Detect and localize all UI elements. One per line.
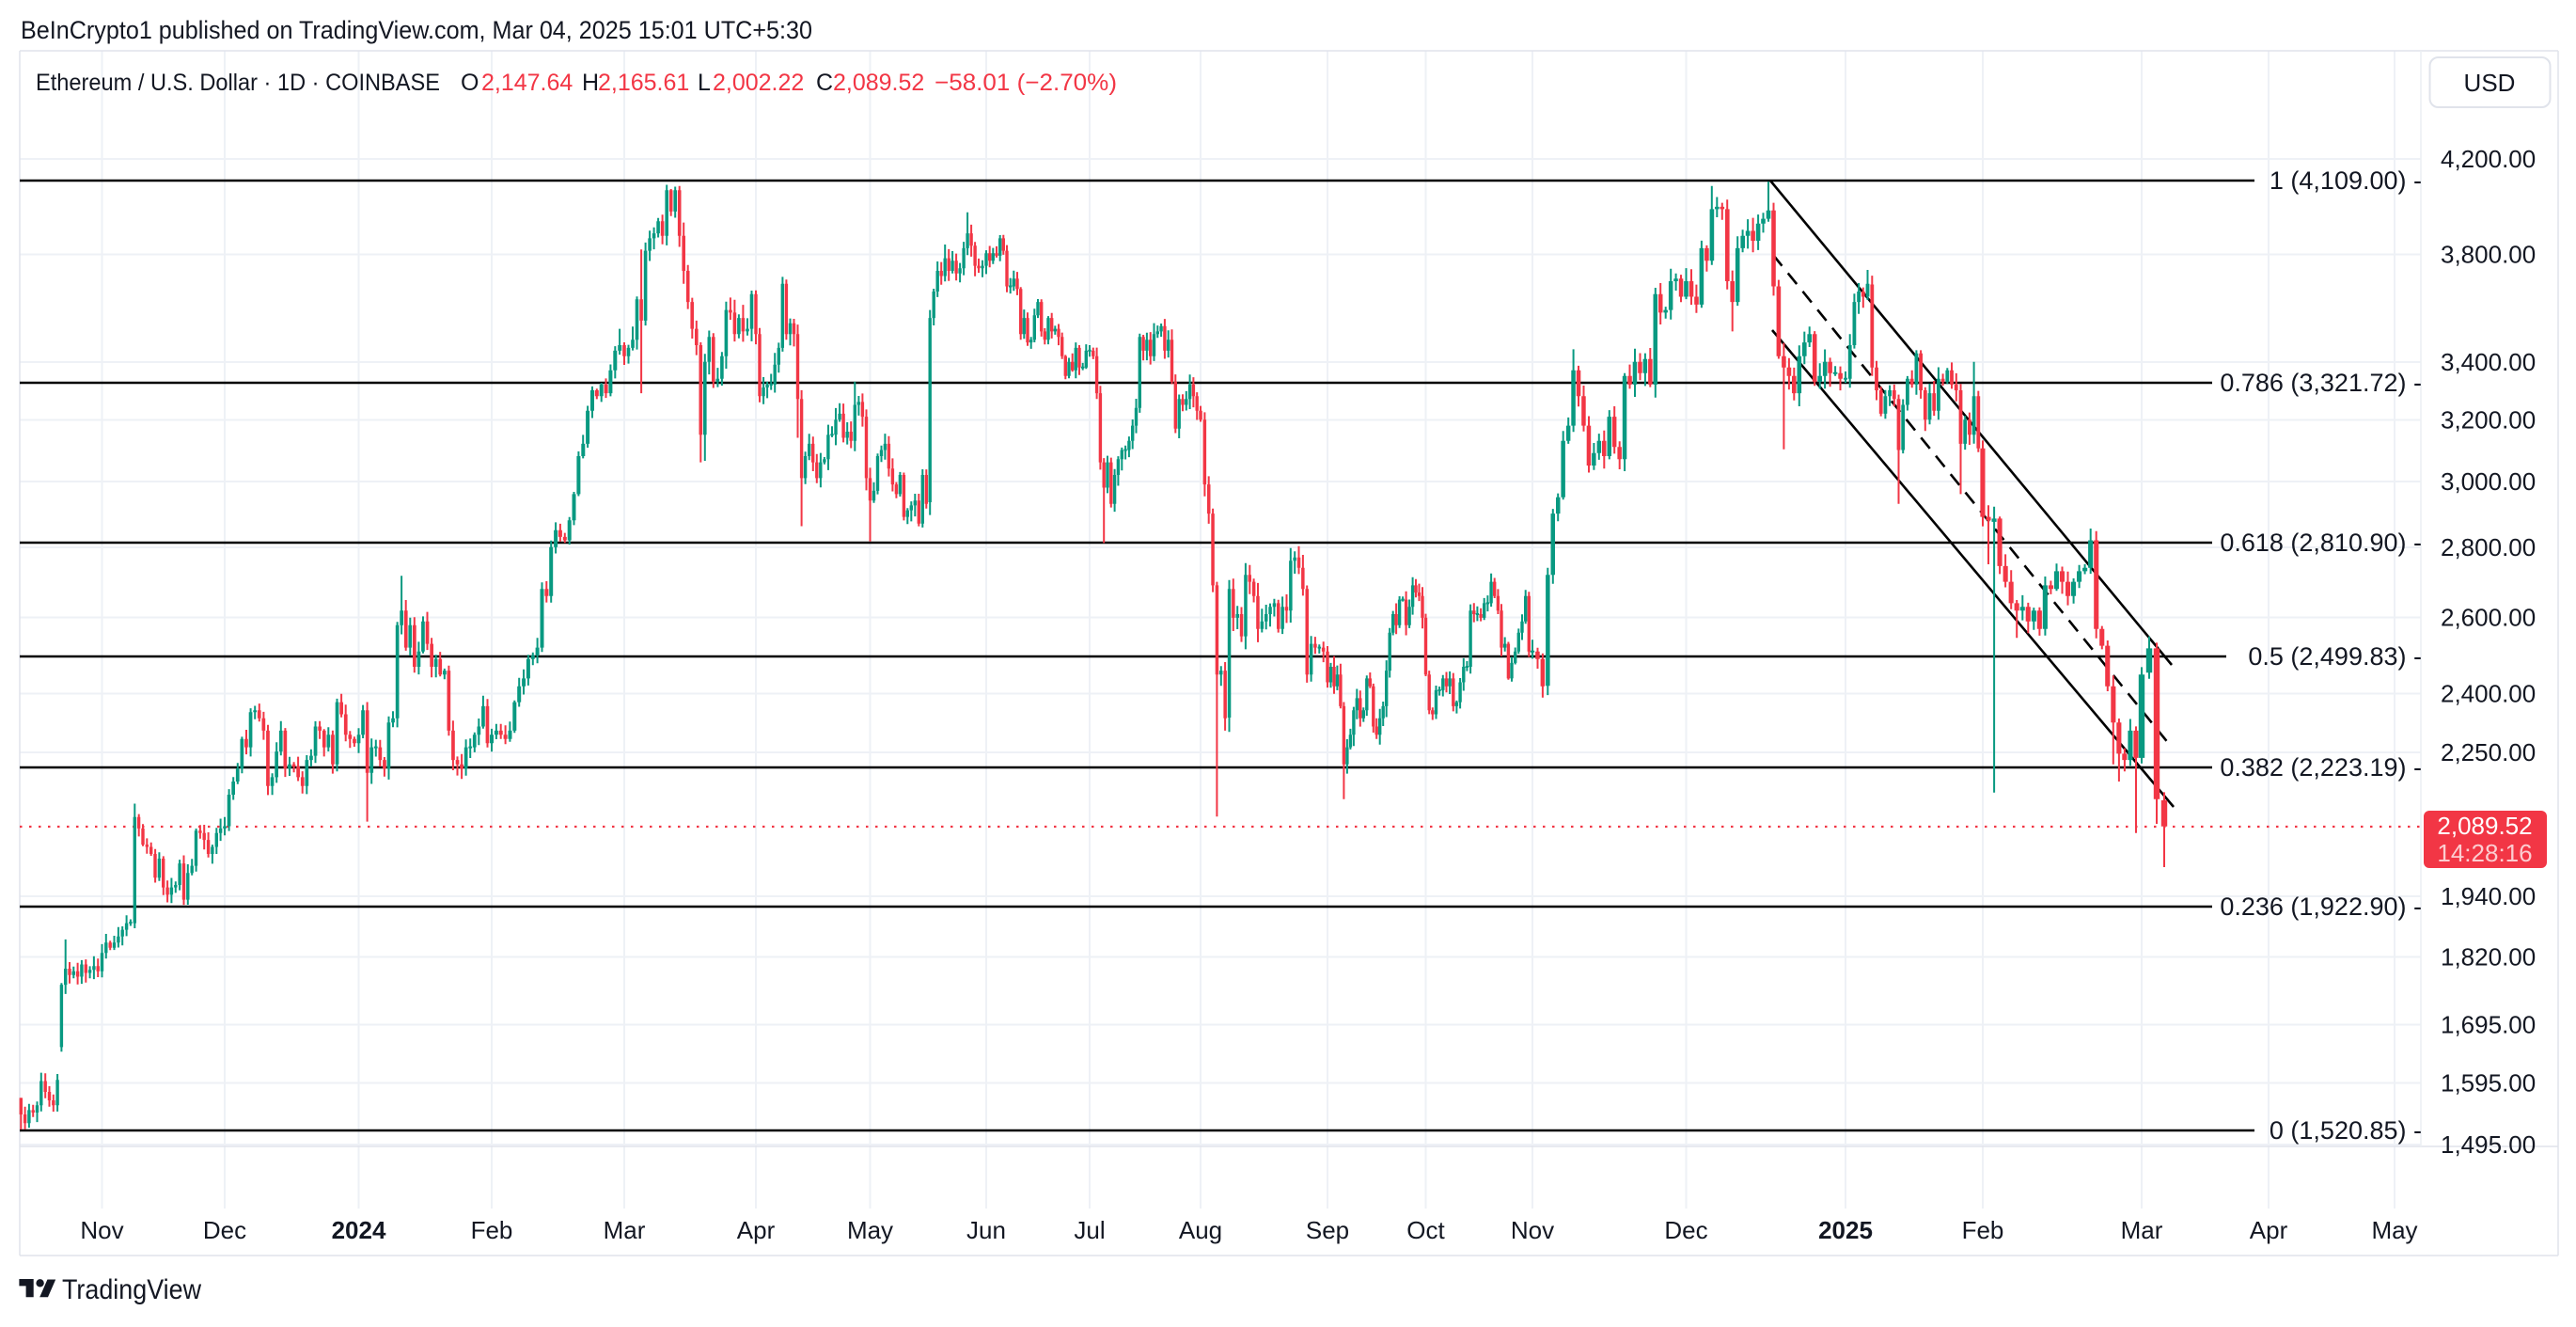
svg-text:0.786 (3,321.72) -: 0.786 (3,321.72) - bbox=[2220, 369, 2422, 397]
svg-text:Mar: Mar bbox=[2121, 1216, 2163, 1244]
svg-text:Jul: Jul bbox=[1074, 1216, 1105, 1244]
svg-text:0.5 (2,499.83) -: 0.5 (2,499.83) - bbox=[2248, 642, 2422, 671]
svg-text:2,800.00: 2,800.00 bbox=[2441, 533, 2536, 561]
svg-text:Nov: Nov bbox=[1511, 1216, 1554, 1244]
svg-text:BeInCrypto1 published on Tradi: BeInCrypto1 published on TradingView.com… bbox=[21, 16, 812, 44]
svg-text:USD: USD bbox=[2464, 69, 2516, 97]
svg-text:Jun: Jun bbox=[966, 1216, 1006, 1244]
svg-text:3,400.00: 3,400.00 bbox=[2441, 348, 2536, 376]
svg-text:1,495.00: 1,495.00 bbox=[2441, 1130, 2536, 1159]
svg-text:Aug: Aug bbox=[1179, 1216, 1222, 1244]
svg-text:2,089.52: 2,089.52 bbox=[2437, 812, 2532, 840]
svg-text:Feb: Feb bbox=[1962, 1216, 2004, 1244]
svg-text:Nov: Nov bbox=[80, 1216, 123, 1244]
svg-text:May: May bbox=[2371, 1216, 2417, 1244]
svg-text:1,820.00: 1,820.00 bbox=[2441, 943, 2536, 972]
svg-text:Sep: Sep bbox=[1306, 1216, 1349, 1244]
svg-text:2,400.00: 2,400.00 bbox=[2441, 680, 2536, 708]
svg-text:2025: 2025 bbox=[1818, 1216, 1873, 1244]
svg-text:Dec: Dec bbox=[203, 1216, 246, 1244]
svg-text:1,695.00: 1,695.00 bbox=[2441, 1011, 2536, 1039]
svg-text:4,200.00: 4,200.00 bbox=[2441, 145, 2536, 173]
svg-text:0 (1,520.85) -: 0 (1,520.85) - bbox=[2270, 1116, 2422, 1145]
svg-text:3,800.00: 3,800.00 bbox=[2441, 241, 2536, 269]
svg-text:Dec: Dec bbox=[1664, 1216, 1707, 1244]
svg-text:1,595.00: 1,595.00 bbox=[2441, 1069, 2536, 1098]
svg-text:2,600.00: 2,600.00 bbox=[2441, 604, 2536, 632]
svg-text:2024: 2024 bbox=[332, 1216, 386, 1244]
svg-text:Ethereum / U.S. Dollar · 1D ·: Ethereum / U.S. Dollar · 1D · COINBASE O 2… bbox=[36, 70, 1117, 96]
svg-text:May: May bbox=[847, 1216, 893, 1244]
svg-text:Oct: Oct bbox=[1406, 1216, 1445, 1244]
svg-text:2,250.00: 2,250.00 bbox=[2441, 738, 2536, 766]
svg-text:3,000.00: 3,000.00 bbox=[2441, 467, 2536, 496]
svg-text:Feb: Feb bbox=[471, 1216, 513, 1244]
svg-text:Apr: Apr bbox=[737, 1216, 776, 1244]
svg-text:Mar: Mar bbox=[604, 1216, 646, 1244]
svg-text:TradingView: TradingView bbox=[62, 1274, 201, 1305]
svg-text:1,940.00: 1,940.00 bbox=[2441, 882, 2536, 910]
svg-text:0.618 (2,810.90) -: 0.618 (2,810.90) - bbox=[2220, 529, 2422, 557]
svg-text:14:28:16: 14:28:16 bbox=[2437, 839, 2532, 867]
svg-text:0.236 (1,922.90) -: 0.236 (1,922.90) - bbox=[2220, 893, 2422, 921]
svg-text:0.382 (2,223.19) -: 0.382 (2,223.19) - bbox=[2220, 753, 2422, 782]
svg-text:Apr: Apr bbox=[2250, 1216, 2288, 1244]
svg-text:1 (4,109.00) -: 1 (4,109.00) - bbox=[2270, 166, 2422, 195]
svg-text:3,200.00: 3,200.00 bbox=[2441, 406, 2536, 434]
